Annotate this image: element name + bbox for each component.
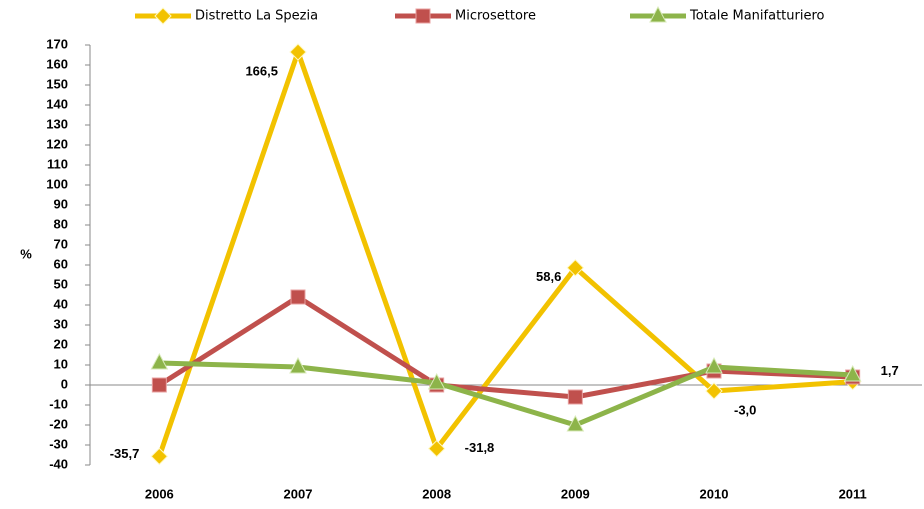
series	[150, 43, 862, 466]
marker	[843, 364, 862, 382]
x-tick-label: 2010	[700, 486, 729, 501]
y-tick-label: 110	[47, 156, 68, 171]
y-tick-label: 150	[46, 76, 68, 91]
legend-marker	[649, 5, 667, 23]
x-tick-label: 2011	[839, 486, 867, 501]
marker	[151, 377, 167, 393]
y-tick-label: -40	[49, 456, 68, 471]
line	[157, 294, 853, 400]
marker	[289, 356, 307, 374]
data-label: 166,5	[245, 63, 278, 78]
y-tick-label: 130	[46, 116, 68, 131]
marker	[566, 259, 585, 277]
marker	[289, 43, 307, 61]
y-tick-label: 30	[54, 316, 68, 331]
data-label: 1,7	[881, 363, 899, 378]
y-tick-label: 160	[46, 56, 68, 71]
marker	[705, 356, 723, 374]
y-tick-label: 100	[46, 176, 68, 191]
y-axis-label: %	[20, 246, 32, 261]
y-tick-label: 50	[54, 276, 68, 291]
x-tick-label: 2008	[422, 486, 451, 501]
y-tick-label: 120	[46, 136, 68, 151]
marker	[150, 352, 169, 370]
legend-marker	[415, 8, 431, 24]
y-tick-label: -10	[49, 396, 68, 411]
y-tick-label: 20	[54, 336, 68, 351]
legend-item: Totale Manifatturiero	[630, 5, 825, 24]
marker	[567, 389, 583, 405]
data-label: 58,6	[536, 269, 561, 284]
y-tick-label: 0	[61, 376, 68, 391]
marker	[566, 414, 585, 432]
data-label: -31,8	[465, 440, 495, 455]
data-label: -35,7	[110, 446, 140, 461]
data-label: -3,0	[734, 402, 756, 417]
y-tick-label: 90	[54, 196, 68, 211]
legend-label: Distretto La Spezia	[195, 9, 318, 24]
legend-marker	[154, 7, 172, 25]
x-tick-label: 2007	[284, 486, 313, 501]
marker	[150, 447, 169, 466]
marker	[290, 289, 306, 305]
legend-item: Microsettore	[395, 8, 536, 24]
marker	[427, 372, 446, 390]
y-tick-label: -30	[49, 436, 68, 451]
y-tick-label: 10	[54, 356, 68, 371]
legend-label: Totale Manifatturiero	[689, 9, 825, 24]
series	[151, 289, 861, 405]
legend-label: Microsettore	[455, 9, 536, 24]
y-tick-label: 60	[54, 256, 68, 271]
y-tick-label: -20	[49, 416, 68, 431]
marker	[427, 439, 446, 458]
series	[150, 352, 862, 432]
y-tick-label: 170	[46, 36, 68, 51]
line	[156, 49, 853, 458]
y-tick-label: 70	[54, 236, 68, 251]
x-tick-label: 2006	[145, 486, 174, 501]
y-tick-label: 140	[46, 96, 68, 111]
y-tick-label: 80	[54, 216, 68, 231]
legend-item: Distretto La Spezia	[135, 7, 318, 25]
y-tick-label: 40	[54, 296, 68, 311]
marker	[705, 382, 723, 400]
x-tick-label: 2009	[561, 486, 590, 501]
line	[159, 360, 853, 428]
